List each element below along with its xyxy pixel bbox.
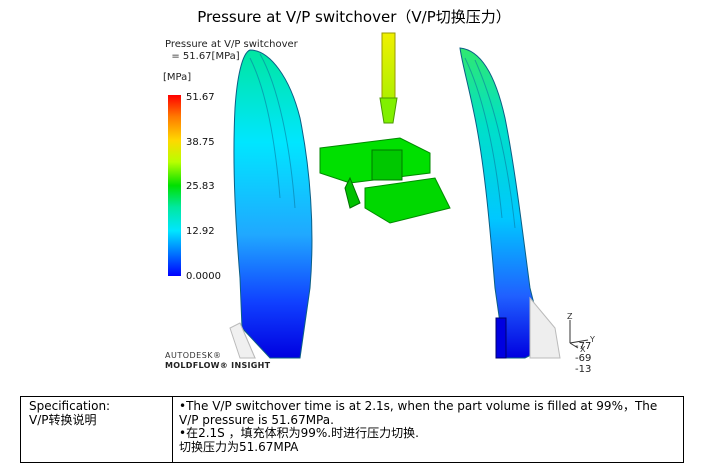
right-part [459,47,561,359]
axis-z-label: Z [567,312,573,321]
axis-y-label: Y [589,335,595,344]
spec-label-cn: V/P转换说明 [29,412,97,427]
axis-coord-3: -13 [575,364,592,375]
specification-table: Specification: V/P转换说明 •The V/P switchov… [20,396,684,463]
spec-label-en: Specification: [29,399,111,413]
page-title: Pressure at V/P switchover（V/P切换压力） [197,8,511,26]
axis-triad: Z Y X [567,312,595,354]
legend-tick-4: 12.92 [186,226,215,237]
result-label-line1: Pressure at V/P switchover [165,39,298,50]
legend-tick-3: 25.83 [186,181,215,192]
spec-content-cell: •The V/P switchover time is at 2.1s, whe… [173,397,683,462]
brand-moldflow: MOLDFLOW® INSIGHT [165,361,271,370]
spec-line-3: •在2.1S ，填充体积为99%.时进行压力切换. [179,426,419,440]
sprue [379,32,398,124]
legend-tick-max: 51.67 [186,92,215,103]
axis-coord-2: -69 [575,352,592,364]
axis-coord-1: -77 [575,341,592,352]
spec-line-2: V/P pressure is 51.67MPa. [179,412,334,427]
axis-coordinates: -77 -69 -13 [575,341,591,376]
brand-autodesk: AUTODESK® [165,351,222,360]
legend-tick-min: 0.0000 [186,271,221,282]
legend-tick-2: 38.75 [186,137,215,148]
model-viewport[interactable]: Z Y X [150,28,600,373]
spec-label-cell: Specification: V/P转换说明 [21,397,173,462]
legend-unit: [MPa] [163,72,192,83]
left-part [229,49,313,359]
runner [319,137,451,224]
axis-x-label: X [580,345,586,354]
result-label: Pressure at V/P switchover = 51.67[MPa] [165,39,298,63]
color-legend-bar [168,95,181,276]
spec-line-4: 切换压力为51.67MPA [179,439,299,454]
result-label-line2: = 51.67[MPa] [171,51,240,62]
spec-line-1: •The V/P switchover time is at 2.1s, whe… [179,399,658,413]
